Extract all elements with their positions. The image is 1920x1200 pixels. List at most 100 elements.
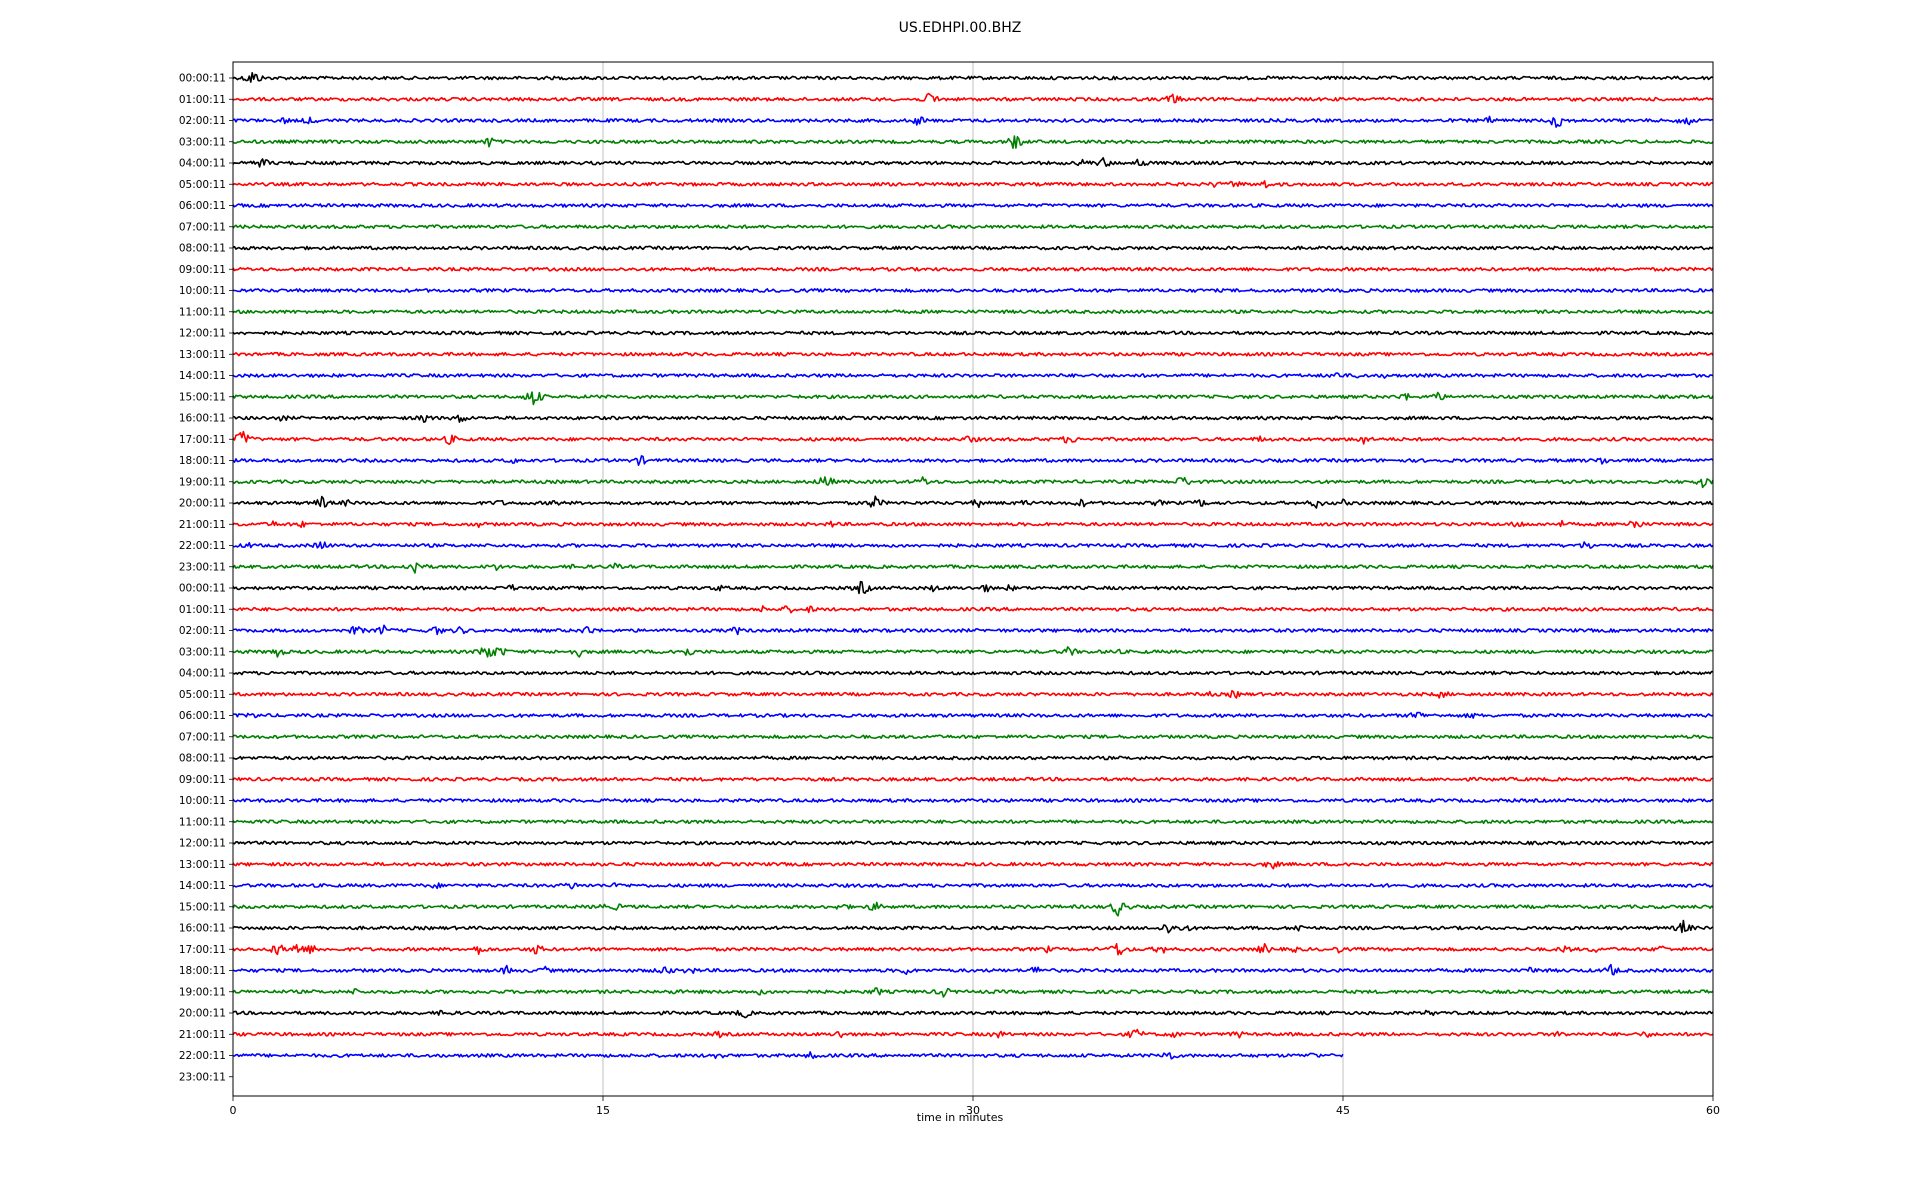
trace-line-10 (232, 288, 1714, 293)
y-tick-label: 17:00:11 (179, 944, 226, 956)
x-tick-label: 45 (1336, 1104, 1350, 1117)
y-tick-label: 15:00:11 (179, 391, 226, 403)
trace-line-25 (232, 605, 1714, 614)
y-tick-label: 06:00:11 (179, 710, 226, 722)
trace-line-29 (232, 689, 1714, 699)
trace-line-41 (232, 943, 1714, 956)
y-tick-label: 13:00:11 (179, 349, 226, 361)
trace-line-44 (232, 1009, 1714, 1019)
y-tick-label: 05:00:11 (179, 179, 226, 191)
y-tick-label: 11:00:11 (179, 816, 226, 828)
y-tick-label: 18:00:11 (179, 455, 226, 467)
y-tick-label: 12:00:11 (179, 838, 226, 850)
trace-line-14 (232, 372, 1714, 379)
trace-line-23 (232, 562, 1714, 574)
y-tick-label: 09:00:11 (179, 264, 226, 276)
y-tick-label: 21:00:11 (179, 1029, 226, 1041)
trace-line-21 (232, 519, 1714, 529)
trace-line-32 (232, 755, 1714, 761)
y-tick-label: 20:00:11 (179, 498, 226, 510)
trace-line-19 (232, 476, 1714, 489)
y-tick-label: 08:00:11 (179, 243, 226, 255)
y-tick-label: 14:00:11 (179, 880, 226, 892)
trace-line-31 (232, 734, 1714, 740)
trace-line-42 (232, 963, 1714, 976)
trace-line-33 (232, 776, 1713, 782)
trace-line-24 (232, 580, 1714, 595)
y-tick-label: 16:00:11 (179, 923, 226, 935)
trace-line-26 (232, 624, 1714, 636)
y-tick-label: 00:00:11 (179, 583, 226, 595)
y-tick-label: 23:00:11 (179, 1071, 226, 1083)
trace-line-0 (232, 72, 1714, 83)
trace-line-5 (232, 180, 1714, 189)
y-tick-label: 00:00:11 (179, 73, 226, 85)
trace-line-40 (232, 919, 1714, 934)
y-tick-label: 21:00:11 (179, 519, 226, 531)
trace-line-12 (232, 330, 1714, 336)
x-tick-label: 30 (966, 1104, 980, 1117)
grid-layer (602, 62, 1344, 1096)
trace-line-20 (233, 495, 1714, 509)
trace-line-6 (232, 203, 1714, 208)
trace-line-27 (232, 646, 1714, 658)
y-tick-label: 14:00:11 (179, 370, 226, 382)
trace-line-2 (232, 115, 1714, 128)
y-tick-label: 11:00:11 (179, 306, 226, 318)
y-tick-label: 03:00:11 (179, 646, 226, 658)
y-tick-label: 07:00:11 (179, 221, 226, 233)
trace-line-4 (232, 157, 1714, 168)
y-tick-label: 03:00:11 (179, 136, 226, 148)
trace-line-3 (232, 135, 1714, 149)
y-tick-label: 15:00:11 (179, 901, 226, 913)
trace-line-22 (232, 541, 1714, 550)
trace-line-1 (232, 92, 1714, 104)
trace-line-9 (232, 266, 1714, 272)
trace-line-46 (233, 1051, 1344, 1060)
y-tick-label: 10:00:11 (179, 795, 226, 807)
trace-line-13 (232, 351, 1714, 357)
y-tick-label: 12:00:11 (179, 328, 226, 340)
y-tick-label: 20:00:11 (179, 1008, 226, 1020)
y-tick-label: 16:00:11 (179, 413, 226, 425)
y-tick-label: 09:00:11 (179, 774, 226, 786)
y-tick-label: 05:00:11 (179, 689, 226, 701)
axes-layer: 00:00:11 01:00:11 02:00:11 03:00:11 04:00:11… (179, 61, 1720, 1117)
y-tick-label: 02:00:11 (179, 625, 226, 637)
trace-line-11 (232, 309, 1714, 315)
trace-line-36 (232, 840, 1714, 846)
y-tick-label: 17:00:11 (179, 434, 226, 446)
trace-line-18 (232, 455, 1714, 466)
y-tick-label: 19:00:11 (179, 986, 226, 998)
trace-line-37 (232, 861, 1714, 870)
x-tick-label: 0 (230, 1104, 237, 1117)
trace-line-35 (232, 819, 1714, 825)
trace-line-39 (232, 901, 1714, 917)
trace-line-8 (232, 245, 1714, 251)
chart-title: US.EDHPI.00.BHZ (898, 20, 1022, 36)
trace-line-38 (232, 882, 1714, 890)
y-tick-label: 22:00:11 (179, 540, 226, 552)
y-tick-label: 19:00:11 (179, 476, 226, 488)
y-tick-label: 02:00:11 (179, 115, 226, 127)
trace-line-16 (232, 414, 1714, 423)
x-tick-label: 60 (1706, 1104, 1720, 1117)
trace-line-43 (232, 987, 1714, 998)
trace-line-17 (232, 430, 1714, 445)
y-tick-label: 04:00:11 (179, 668, 226, 680)
y-tick-label: 23:00:11 (179, 561, 226, 573)
trace-line-7 (232, 224, 1714, 230)
y-tick-label: 08:00:11 (179, 753, 226, 765)
y-tick-label: 06:00:11 (179, 200, 226, 212)
y-tick-label: 13:00:11 (179, 859, 226, 871)
y-tick-label: 04:00:11 (179, 158, 226, 170)
y-tick-label: 22:00:11 (179, 1050, 226, 1062)
trace-line-28 (232, 670, 1714, 676)
x-axis-label: time in minutes (916, 1111, 1004, 1124)
trace-line-45 (232, 1028, 1714, 1039)
trace-line-34 (232, 798, 1714, 803)
trace-line-15 (232, 391, 1714, 406)
trace-layer (232, 72, 1714, 1060)
y-tick-label: 01:00:11 (179, 604, 226, 616)
